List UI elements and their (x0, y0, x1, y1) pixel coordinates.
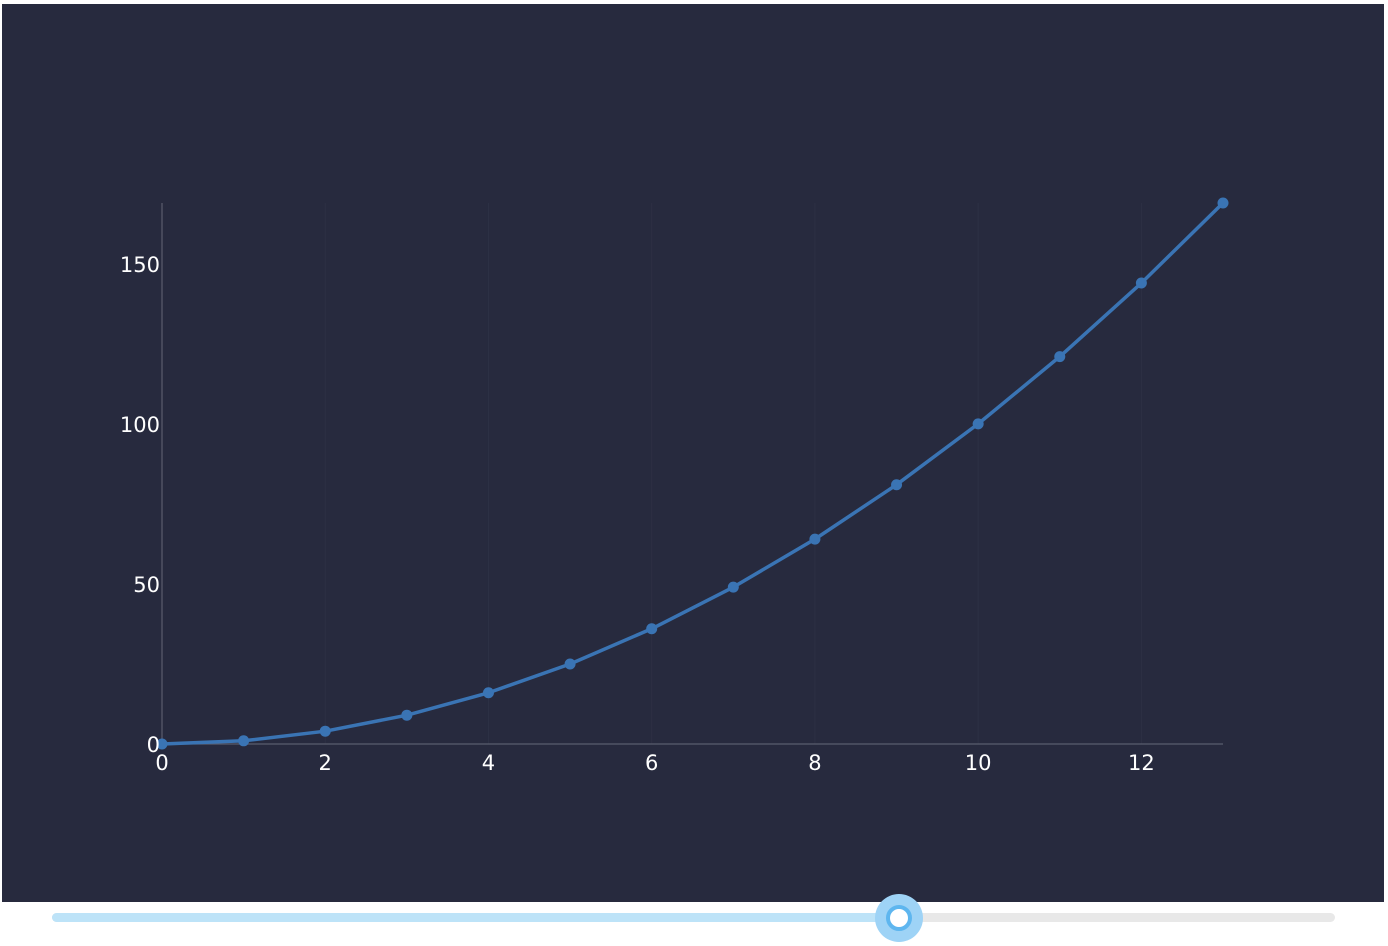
y-tick-label: 50 (133, 573, 160, 597)
x-tick-label: 6 (645, 751, 658, 775)
x-tick-label: 10 (965, 751, 992, 775)
data-point (319, 725, 331, 737)
data-point (891, 479, 903, 491)
x-tick-label: 12 (1128, 751, 1155, 775)
chart-background (2, 4, 1384, 902)
frame-slider[interactable] (52, 894, 1335, 942)
gridlines (324, 203, 1142, 744)
data-point (238, 735, 250, 747)
data-point (809, 533, 821, 545)
tick-labels: 0 2 4 6 8 10 12 0 50 100 150 (120, 253, 1155, 775)
line-chart: 0 2 4 6 8 10 12 0 50 100 150 (2, 4, 1384, 902)
series (156, 197, 1229, 750)
slider-thumb-core[interactable] (885, 905, 912, 931)
y-tick-label: 150 (120, 253, 160, 277)
data-point (1217, 197, 1229, 209)
data-point (972, 418, 984, 430)
data-point (564, 658, 576, 670)
x-tick-label: 0 (155, 751, 168, 775)
slider-filled-track[interactable] (52, 913, 899, 922)
data-point (1054, 351, 1066, 363)
axes (161, 203, 1223, 745)
chart-panel: 0 2 4 6 8 10 12 0 50 100 150 (2, 4, 1384, 902)
series-line (160, 201, 1225, 746)
data-point (1135, 277, 1147, 289)
data-point (482, 687, 494, 699)
y-tick-label: 100 (120, 413, 160, 437)
slider-thumb[interactable] (874, 894, 923, 942)
data-point (727, 581, 739, 593)
x-tick-label: 2 (319, 751, 332, 775)
y-tick-label: 0 (147, 733, 160, 757)
data-point (646, 623, 658, 635)
x-tick-label: 8 (808, 751, 821, 775)
data-point (401, 709, 413, 721)
x-tick-label: 4 (482, 751, 495, 775)
data-point (156, 738, 168, 750)
